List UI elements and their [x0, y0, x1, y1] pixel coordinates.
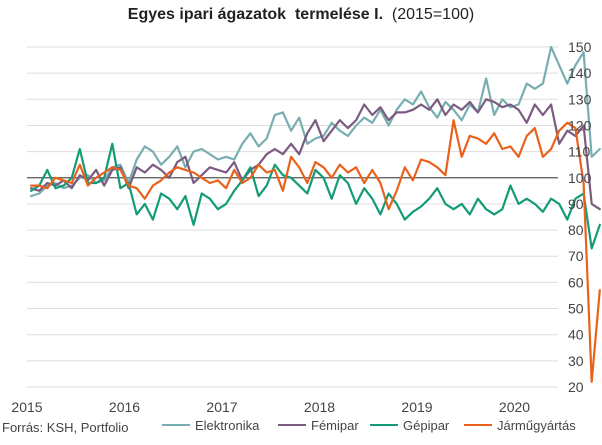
y-tick-label: 150 — [568, 39, 592, 55]
y-tick-label: 130 — [568, 91, 592, 107]
y-axis-ticks: 20 30 40 50 60 70 80 90 100 110 120 130 140 150 — [568, 39, 592, 395]
source-note: Forrás: KSH, Portfolio — [2, 420, 129, 435]
x-tick-label: 2015 — [11, 399, 42, 415]
y-tick-label: 60 — [568, 274, 584, 290]
y-tick-label: 140 — [568, 65, 592, 81]
y-tick-label: 110 — [568, 144, 591, 160]
y-tick-label: 100 — [568, 170, 592, 186]
legend-label-4: Járműgyártás — [497, 418, 576, 433]
x-tick-label: 2017 — [206, 399, 237, 415]
y-tick-label: 90 — [568, 196, 584, 212]
y-tick-label: 30 — [568, 353, 584, 369]
x-axis-ticks: 2015 2016 2017 2018 2019 2020 — [11, 399, 530, 415]
chart-title-main: Egyes ipari ágazatok termelése I. — [127, 6, 384, 23]
x-tick-label: 2018 — [304, 399, 335, 415]
series-line-1 — [30, 45, 601, 198]
legend: Elektronika Fémipar Gépipar Járműgyártás — [162, 418, 576, 433]
legend-label-3: Gépipar — [403, 418, 450, 433]
y-tick-label: 70 — [568, 248, 584, 264]
gridlines — [27, 46, 558, 388]
y-tick-label: 80 — [568, 222, 584, 238]
y-tick-label: 50 — [568, 301, 584, 317]
legend-label-2: Fémipar — [311, 418, 359, 433]
y-tick-label: 40 — [568, 327, 584, 343]
x-tick-label: 2019 — [401, 399, 432, 415]
chart-subtitle: (2015=100) — [391, 6, 475, 23]
series-line-3 — [30, 142, 601, 250]
x-tick-label: 2016 — [109, 399, 140, 415]
series-lines — [30, 45, 601, 383]
legend-label-1: Elektronika — [195, 418, 260, 433]
y-tick-label: 20 — [568, 379, 584, 395]
series-line-4 — [30, 119, 601, 383]
y-tick-label: 120 — [568, 117, 592, 133]
x-tick-label: 2020 — [499, 399, 530, 415]
chart-title: Egyes ipari ágazatok termelése I. (2015=… — [0, 6, 602, 24]
